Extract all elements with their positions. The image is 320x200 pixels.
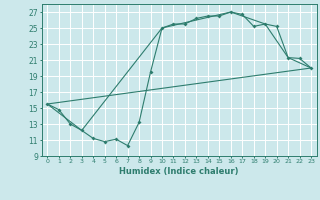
- X-axis label: Humidex (Indice chaleur): Humidex (Indice chaleur): [119, 167, 239, 176]
